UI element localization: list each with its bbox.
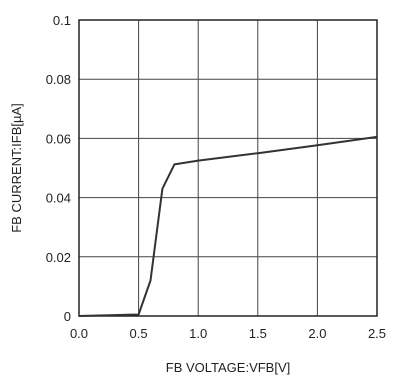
y-tick-label: 0.08 (46, 72, 71, 87)
x-tick-label: 2.0 (308, 326, 326, 341)
x-tick-label: 1.0 (189, 326, 207, 341)
series-layer (78, 135, 378, 317)
series-line (78, 135, 378, 317)
x-axis-label: FB VOLTAGE:VFB[V] (166, 360, 291, 375)
x-tick-label: 1.5 (249, 326, 267, 341)
y-tick-label: 0.04 (46, 191, 71, 206)
y-axis-label: FB CURRENT:IFB[µA] (9, 103, 24, 233)
plot-frame (78, 19, 378, 317)
x-tick-label: 2.5 (368, 326, 386, 341)
x-tick-label: 0.5 (130, 326, 148, 341)
tick-labels: 0.0 0.5 1.0 1.5 2.0 2.5 0 0.02 0.04 0.06 0.08 0.1 (46, 13, 386, 341)
plot-area (79, 20, 377, 316)
y-tick-label: 0.1 (53, 13, 71, 28)
grid (79, 20, 377, 316)
y-tick-label: 0 (64, 309, 71, 324)
y-tick-label: 0.02 (46, 250, 71, 265)
x-tick-label: 0.0 (70, 326, 88, 341)
y-tick-label: 0.06 (46, 131, 71, 146)
